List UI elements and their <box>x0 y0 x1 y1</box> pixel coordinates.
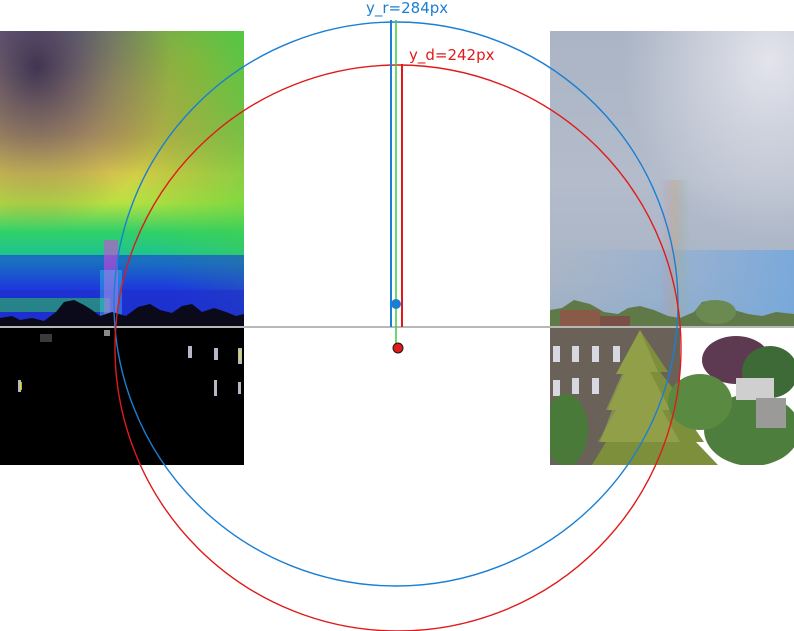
rainbow-center-marker <box>391 299 401 309</box>
y-r-label: y_r=284px <box>366 0 448 18</box>
y-d-label: y_d=242px <box>409 46 495 65</box>
left-false-color-photo <box>0 31 244 465</box>
secondary-circle <box>114 64 682 631</box>
antisolar-point-marker <box>392 342 404 354</box>
right-rainbow-photo <box>550 31 794 465</box>
